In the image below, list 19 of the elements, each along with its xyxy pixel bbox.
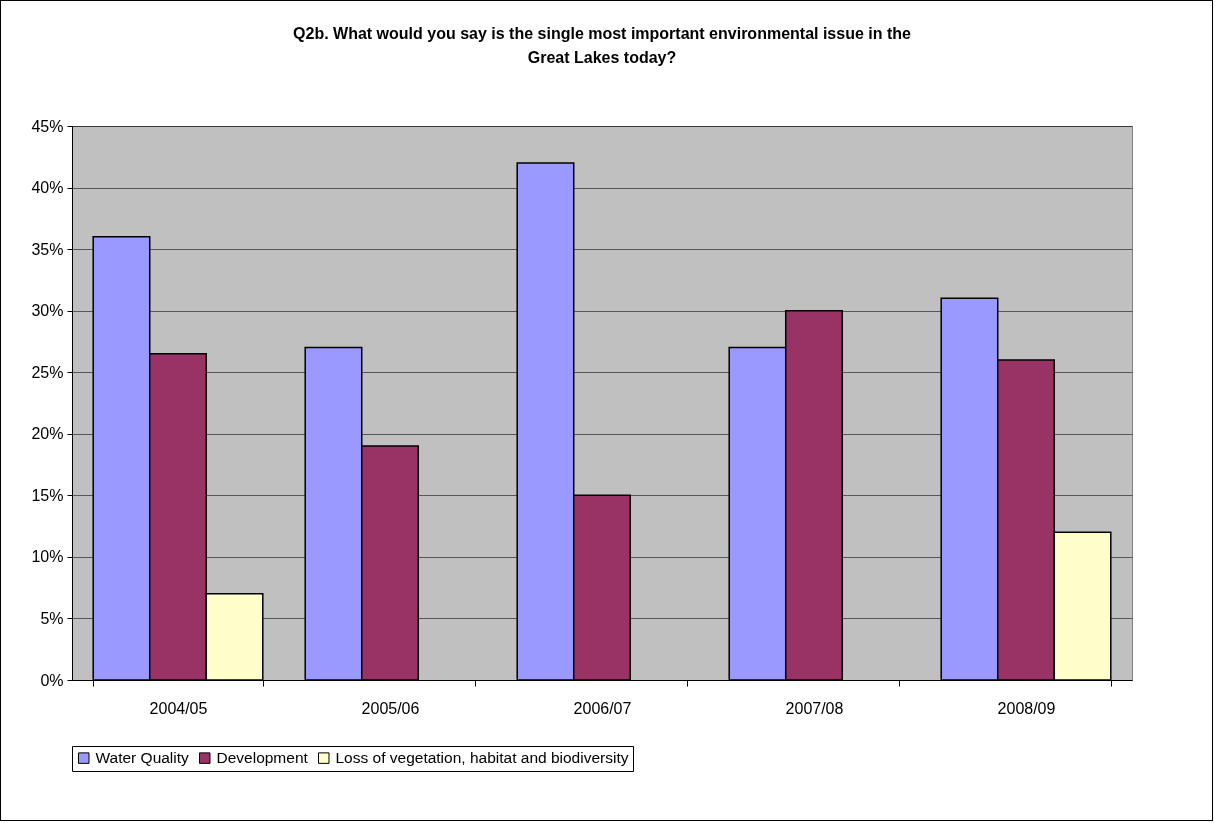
legend-label: Water Quality <box>95 749 190 767</box>
x-tick-label: 2008/09 <box>997 699 1056 717</box>
y-tick-label: 40% <box>31 179 64 197</box>
x-tick-label: 2005/06 <box>361 699 420 717</box>
y-tick-label: 35% <box>31 240 64 258</box>
y-tick-label: 45% <box>31 117 64 135</box>
y-tick-label: 30% <box>31 302 64 320</box>
y-tick-label: 15% <box>31 486 64 504</box>
y-tick-label: 5% <box>40 609 64 627</box>
y-tick-label: 0% <box>40 671 64 689</box>
y-tick-label: 10% <box>31 548 64 566</box>
chart-title: Q2b. What would you say is the single most important environmental issue in the Great Lakes today? <box>293 25 912 66</box>
x-tick-label: 2006/07 <box>573 699 632 717</box>
legend-label: Development <box>216 749 309 767</box>
x-tick-label: 2007/08 <box>785 699 844 717</box>
y-tick-label: 25% <box>31 363 64 381</box>
legend-label: Loss of vegetation, habitat and biodiversity <box>335 749 629 767</box>
y-tick-label: 20% <box>31 425 64 443</box>
x-tick-label: 2004/05 <box>149 699 208 717</box>
